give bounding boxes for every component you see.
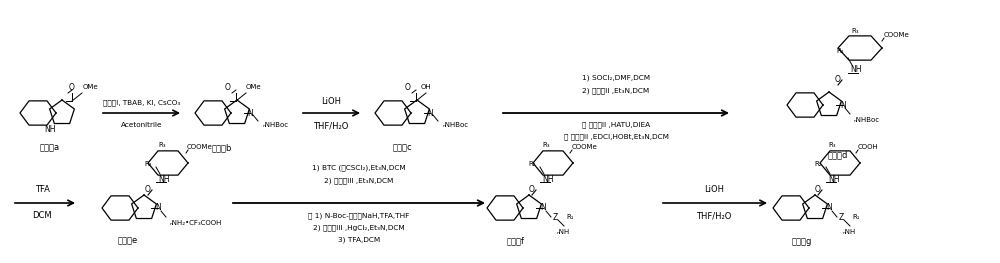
Text: THF/H₂O: THF/H₂O — [313, 122, 349, 130]
Text: R₃: R₃ — [851, 28, 859, 34]
Text: R₃: R₃ — [542, 142, 550, 148]
Text: 化合物g: 化合物g — [792, 236, 812, 245]
Text: 或 1) N-Boc-硬脲，NaH,TFA,THF: 或 1) N-Boc-硬脲，NaH,TFA,THF — [308, 213, 410, 219]
Text: COOMe: COOMe — [187, 144, 213, 150]
Text: Acetonitrile: Acetonitrile — [121, 122, 163, 128]
Text: LiOH: LiOH — [321, 98, 341, 107]
Text: OMe: OMe — [83, 84, 99, 90]
Text: 2) 化合物III ,HgCl₂,Et₃N,DCM: 2) 化合物III ,HgCl₂,Et₃N,DCM — [313, 225, 405, 231]
Text: 2) 化合物III ,Et₃N,DCM: 2) 化合物III ,Et₃N,DCM — [324, 178, 394, 184]
Text: R₂: R₂ — [528, 161, 536, 167]
Text: O: O — [145, 185, 151, 195]
Text: R₃: R₃ — [158, 142, 166, 148]
Text: 3) TFA,DCM: 3) TFA,DCM — [338, 237, 380, 243]
Text: NH: NH — [542, 174, 554, 184]
Text: COOMe: COOMe — [884, 32, 910, 38]
Text: TFA: TFA — [35, 185, 49, 195]
Text: NH: NH — [158, 174, 170, 184]
Text: N: N — [247, 109, 253, 118]
Text: 化合物c: 化合物c — [392, 144, 412, 153]
Text: R₂: R₂ — [814, 161, 822, 167]
Text: N: N — [540, 204, 546, 213]
Text: N: N — [826, 204, 832, 213]
Text: 化合物d: 化合物d — [828, 150, 848, 159]
Text: OH: OH — [421, 84, 432, 90]
Text: R₃: R₃ — [828, 142, 836, 148]
Text: N: N — [840, 100, 846, 109]
Text: Z: Z — [839, 213, 844, 221]
Text: Z: Z — [553, 213, 558, 221]
Text: R₂: R₂ — [836, 48, 844, 54]
Text: 或 化合物II ,EDCI,HOBt,Et₃N,DCM: 或 化合物II ,EDCI,HOBt,Et₃N,DCM — [564, 134, 668, 140]
Text: OMe: OMe — [246, 84, 262, 90]
Text: 化合物e: 化合物e — [118, 236, 138, 245]
Text: NH: NH — [828, 174, 840, 184]
Text: 1) BTC (或CSCl₂),Et₃N,DCM: 1) BTC (或CSCl₂),Et₃N,DCM — [312, 165, 406, 171]
Text: O: O — [225, 83, 231, 92]
Text: O: O — [405, 83, 411, 92]
Text: 1) SOCl₂,DMF,DCM: 1) SOCl₂,DMF,DCM — [582, 75, 650, 81]
Text: DCM: DCM — [32, 211, 52, 220]
Text: 化合物a: 化合物a — [40, 144, 60, 153]
Text: N: N — [427, 109, 433, 118]
Text: NH: NH — [850, 65, 862, 74]
Text: COOH: COOH — [858, 144, 879, 150]
Text: 2) 化合物II ,Et₃N,DCM: 2) 化合物II ,Et₃N,DCM — [582, 88, 650, 94]
Text: ₙNHBoc: ₙNHBoc — [263, 122, 289, 128]
Text: ₙNH: ₙNH — [842, 229, 856, 235]
Text: ₙNH: ₙNH — [556, 229, 570, 235]
Text: O: O — [815, 185, 821, 195]
Text: THF/H₂O: THF/H₂O — [696, 211, 732, 220]
Text: 化合物b: 化合物b — [212, 144, 232, 153]
Text: 或 化合物II ,HATU,DIEA: 或 化合物II ,HATU,DIEA — [582, 122, 650, 128]
Text: ₙNHBoc: ₙNHBoc — [854, 117, 880, 123]
Text: 化合物f: 化合物f — [507, 236, 525, 245]
Text: LiOH: LiOH — [704, 185, 724, 195]
Text: N: N — [155, 204, 161, 213]
Text: ₙNHBoc: ₙNHBoc — [443, 122, 469, 128]
Text: R₁: R₁ — [566, 214, 574, 220]
Text: 化合物I, TBAB, KI, CsCO₃: 化合物I, TBAB, KI, CsCO₃ — [103, 100, 181, 106]
Text: O: O — [835, 75, 841, 84]
Text: COOMe: COOMe — [572, 144, 598, 150]
Text: R₁: R₁ — [852, 214, 860, 220]
Text: R₂: R₂ — [144, 161, 152, 167]
Text: NH: NH — [44, 125, 56, 134]
Text: O: O — [69, 83, 75, 92]
Text: O: O — [529, 185, 535, 195]
Text: ₙNH₂•CF₃COOH: ₙNH₂•CF₃COOH — [170, 220, 222, 226]
